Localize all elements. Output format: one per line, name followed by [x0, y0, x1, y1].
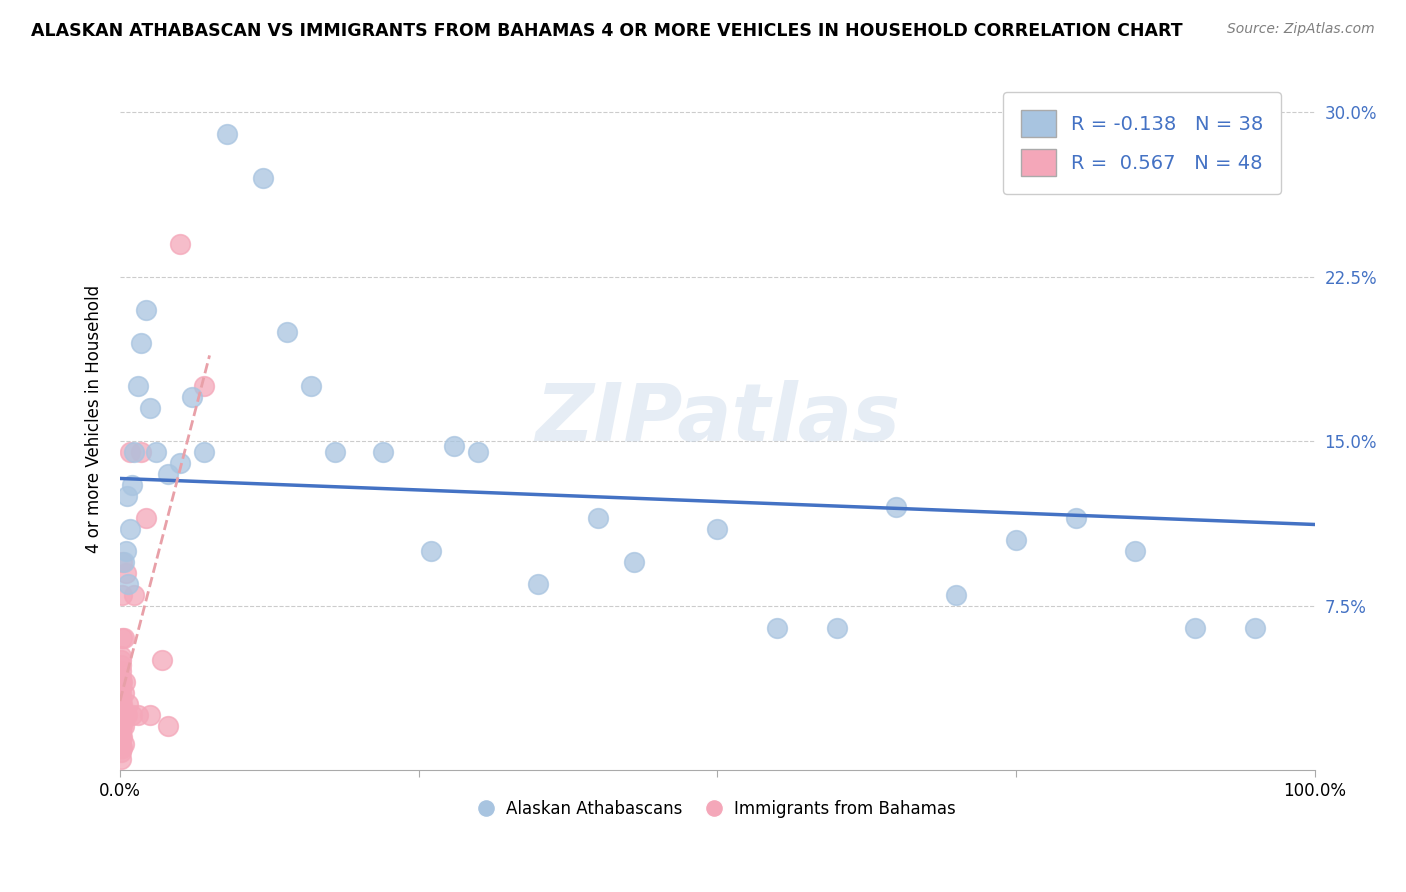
- Point: [110, 653, 132, 667]
- Point: [115, 708, 138, 723]
- Point: [124, 445, 146, 459]
- Point: [110, 675, 132, 690]
- Point: [825, 620, 848, 634]
- Point: [180, 390, 202, 404]
- Point: [145, 445, 167, 459]
- Point: [1005, 533, 1028, 547]
- Point: [117, 576, 139, 591]
- Point: [110, 719, 132, 733]
- Point: [124, 588, 146, 602]
- Point: [111, 588, 134, 602]
- Point: [112, 555, 135, 569]
- Point: [135, 302, 157, 317]
- Point: [111, 632, 134, 646]
- Point: [110, 708, 132, 723]
- Point: [121, 708, 143, 723]
- Point: [193, 445, 215, 459]
- Point: [127, 379, 149, 393]
- Point: [110, 693, 132, 707]
- Point: [623, 555, 645, 569]
- Point: [169, 456, 191, 470]
- Point: [111, 741, 134, 756]
- Point: [118, 522, 141, 536]
- Point: [252, 171, 274, 186]
- Point: [111, 730, 134, 744]
- Point: [110, 730, 132, 744]
- Point: [111, 555, 134, 569]
- Point: [706, 522, 728, 536]
- Point: [110, 701, 132, 715]
- Point: [110, 671, 132, 685]
- Point: [323, 445, 346, 459]
- Point: [110, 741, 132, 756]
- Text: ALASKAN ATHABASCAN VS IMMIGRANTS FROM BAHAMAS 4 OR MORE VEHICLES IN HOUSEHOLD CO: ALASKAN ATHABASCAN VS IMMIGRANTS FROM BA…: [31, 22, 1182, 40]
- Point: [117, 698, 139, 712]
- Point: [111, 698, 134, 712]
- Point: [114, 708, 136, 723]
- Point: [419, 543, 441, 558]
- Point: [135, 511, 157, 525]
- Point: [131, 445, 153, 459]
- Y-axis label: 4 or more Vehicles in Household: 4 or more Vehicles in Household: [86, 285, 103, 553]
- Point: [945, 588, 967, 602]
- Point: [110, 657, 132, 672]
- Text: ZIPatlas: ZIPatlas: [534, 380, 900, 458]
- Point: [527, 576, 550, 591]
- Text: Source: ZipAtlas.com: Source: ZipAtlas.com: [1227, 22, 1375, 37]
- Point: [110, 714, 132, 729]
- Point: [276, 325, 298, 339]
- Point: [110, 680, 132, 694]
- Point: [299, 379, 322, 393]
- Point: [110, 648, 132, 663]
- Point: [886, 500, 908, 514]
- Point: [112, 686, 135, 700]
- Point: [110, 746, 132, 760]
- Point: [156, 467, 179, 481]
- Point: [1244, 620, 1267, 634]
- Point: [115, 489, 138, 503]
- Point: [139, 708, 162, 723]
- Point: [112, 632, 135, 646]
- Point: [127, 708, 149, 723]
- Point: [586, 511, 609, 525]
- Point: [1125, 543, 1147, 558]
- Point: [115, 543, 138, 558]
- Point: [139, 401, 162, 416]
- Point: [110, 723, 132, 738]
- Point: [112, 719, 135, 733]
- Point: [111, 719, 134, 733]
- Point: [766, 620, 789, 634]
- Point: [114, 675, 136, 690]
- Point: [193, 379, 215, 393]
- Point: [110, 737, 132, 751]
- Point: [217, 128, 239, 142]
- Point: [443, 439, 465, 453]
- Legend: Alaskan Athabascans, Immigrants from Bahamas: Alaskan Athabascans, Immigrants from Bah…: [472, 794, 962, 825]
- Point: [169, 236, 191, 251]
- Point: [110, 752, 132, 766]
- Point: [111, 675, 134, 690]
- Point: [121, 478, 143, 492]
- Point: [1064, 511, 1087, 525]
- Point: [112, 737, 135, 751]
- Point: [467, 445, 489, 459]
- Point: [118, 445, 141, 459]
- Point: [110, 698, 132, 712]
- Point: [110, 686, 132, 700]
- Point: [131, 335, 153, 350]
- Point: [371, 445, 394, 459]
- Point: [110, 665, 132, 679]
- Point: [115, 566, 138, 580]
- Point: [1184, 620, 1206, 634]
- Point: [150, 653, 173, 667]
- Point: [156, 719, 179, 733]
